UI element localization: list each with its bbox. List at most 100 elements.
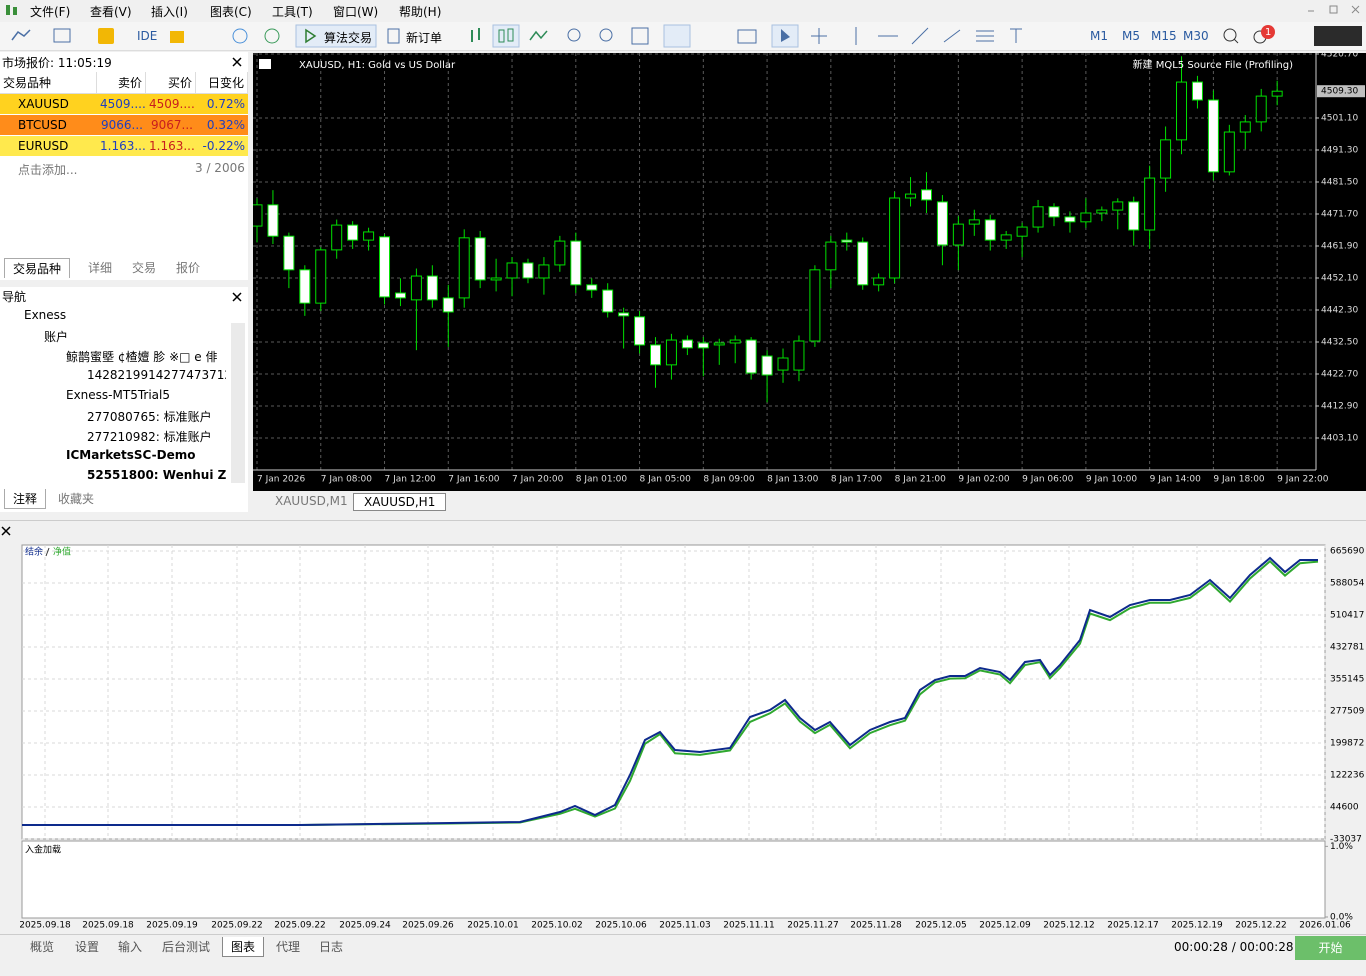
- menu-item[interactable]: 帮助(H): [399, 5, 442, 19]
- y-tick-label: 122236: [1330, 770, 1365, 780]
- timeframe-button[interactable]: M15: [1151, 29, 1177, 43]
- panel-tab[interactable]: 交易品种: [4, 258, 71, 278]
- x-tick-label: 2025.10.06: [595, 921, 647, 931]
- nav-item[interactable]: 277080765: 标准账户: [87, 410, 212, 424]
- column-header[interactable]: 交易品种: [0, 72, 97, 94]
- x-tick-label: 2025.12.17: [1107, 921, 1159, 931]
- nav-item[interactable]: Exness: [24, 308, 67, 322]
- quote-cell[interactable]: 0.72%: [196, 94, 248, 114]
- symbol-count: 3 / 2006: [195, 161, 245, 175]
- quote-cell[interactable]: 0.32%: [196, 115, 248, 135]
- quote-cell[interactable]: -0.22%: [196, 136, 248, 156]
- candle-body: [1112, 201, 1124, 211]
- quote-cell[interactable]: 4509....: [97, 94, 146, 114]
- nav-item[interactable]: ICMarketsSC-Demo: [66, 448, 196, 462]
- nav-item[interactable]: 52551800: Wenhui Zhar: [87, 468, 226, 482]
- quote-cell[interactable]: 4509....: [146, 94, 196, 114]
- close-icon[interactable]: [0, 525, 12, 537]
- candle-body: [1128, 201, 1140, 231]
- panel-tab[interactable]: 详细: [88, 261, 113, 275]
- column-header[interactable]: 日变化: [196, 72, 248, 94]
- quote-cell[interactable]: 9066...: [97, 115, 146, 135]
- candle-body: [650, 344, 661, 366]
- x-tick-label: 2025.11.28: [850, 921, 902, 931]
- candle-body: [968, 219, 980, 225]
- tester-tab[interactable]: 后台测试: [162, 940, 211, 954]
- column-header[interactable]: 卖价: [97, 72, 146, 94]
- window-controls[interactable]: [1300, 2, 1364, 18]
- chart-tab[interactable]: XAUUSD,M1: [275, 494, 348, 508]
- x-tick-label: 8 Jan 01:00: [576, 475, 628, 485]
- panel-tab[interactable]: 注释: [4, 489, 47, 509]
- candle-body: [1016, 226, 1028, 237]
- tester-tab[interactable]: 设置: [75, 940, 100, 954]
- chart-annotation: 新建 MQL5 Source File (Profiling): [1133, 58, 1294, 71]
- menu-item[interactable]: 插入(I): [151, 5, 188, 19]
- panel-tab[interactable]: 报价: [176, 261, 201, 275]
- x-tick-label: 2025.11.27: [787, 921, 839, 931]
- x-tick-label: 2025.09.19: [146, 921, 198, 931]
- timeframe-button[interactable]: M30: [1183, 29, 1209, 43]
- menu-item[interactable]: 查看(V): [90, 5, 132, 19]
- market-watch: 市场报价: 11:05:19 交易品种 卖价 买价 日变化 XAUUSD 4509.... 4…: [0, 52, 248, 280]
- new-order-button[interactable]: 新订单: [406, 31, 443, 45]
- chart-icon: [259, 59, 271, 69]
- tester-tab[interactable]: 图表: [222, 937, 265, 957]
- y-tick-label: 4501.10: [1321, 113, 1358, 123]
- nav-item[interactable]: 14282199142774737120:: [87, 368, 226, 382]
- menu-item[interactable]: 工具(T): [272, 5, 313, 19]
- y-tick-label: 4471.70: [1321, 209, 1358, 219]
- nav-item[interactable]: Exness-MT5Trial5: [66, 388, 170, 402]
- chart-tab[interactable]: XAUUSD,H1: [353, 493, 447, 511]
- nav-item[interactable]: 鲸鹊蜜塈 ¢楂嬗 胗 ※□ e 俳: [66, 350, 218, 364]
- candle-body: [458, 237, 470, 299]
- quote-cell[interactable]: 1.163...: [146, 136, 196, 156]
- quote-cell[interactable]: 9067...: [146, 115, 196, 135]
- candle-body: [825, 241, 837, 271]
- panel-tab[interactable]: 交易: [132, 261, 157, 275]
- candle-body: [697, 342, 709, 349]
- current-price-marker: [1317, 85, 1365, 98]
- nav-item[interactable]: 277210982: 标准账户: [87, 430, 212, 444]
- algo-trading-button[interactable]: 算法交易: [324, 31, 373, 45]
- candle-body: [331, 224, 343, 251]
- nav-item[interactable]: 账户: [44, 330, 69, 344]
- candle-body: [1000, 234, 1012, 241]
- candle-body: [713, 342, 725, 346]
- notification-count[interactable]: 1: [1265, 27, 1272, 38]
- quote-cell[interactable]: XAUUSD: [0, 94, 97, 114]
- candle-body: [1191, 81, 1203, 101]
- start-button[interactable]: 开始: [1295, 936, 1366, 960]
- panel-title: 导航: [2, 290, 27, 304]
- tester-tab[interactable]: 代理: [276, 940, 301, 954]
- quote-cell[interactable]: BTCUSD: [0, 115, 97, 135]
- tester-tab[interactable]: 日志: [319, 940, 344, 954]
- candle-body: [793, 340, 805, 371]
- candle-body: [1223, 131, 1235, 173]
- panel-tab[interactable]: 收藏夹: [58, 492, 95, 506]
- close-icon[interactable]: [231, 56, 243, 68]
- timeframe-button[interactable]: M5: [1122, 29, 1140, 43]
- close-icon[interactable]: [231, 291, 243, 303]
- tester-tab[interactable]: 概览: [30, 940, 55, 954]
- add-symbol[interactable]: 点击添加...: [18, 163, 78, 177]
- menu-item[interactable]: 文件(F): [30, 5, 71, 19]
- menu-item[interactable]: 窗口(W): [333, 5, 379, 19]
- menu-item[interactable]: 图表(C): [210, 5, 252, 19]
- candle-body: [283, 235, 295, 271]
- timeframe-button[interactable]: M1: [1090, 29, 1108, 43]
- candle-body: [1080, 212, 1092, 223]
- legend-separator: [45, 547, 50, 557]
- tester-tab[interactable]: 输入: [118, 940, 143, 954]
- y-tick-label: 4432.50: [1321, 337, 1358, 347]
- column-header[interactable]: 买价: [146, 72, 196, 94]
- ide-button[interactable]: IDE: [137, 29, 158, 43]
- candle-body: [442, 297, 454, 313]
- quote-cell[interactable]: EURUSD: [0, 136, 97, 156]
- scrollbar[interactable]: [231, 323, 245, 483]
- x-tick-label: 2025.09.26: [402, 921, 454, 931]
- candle-body: [920, 189, 932, 201]
- x-tick-label: 2025.11.11: [723, 921, 775, 931]
- quote-cell[interactable]: 1.163...: [97, 136, 146, 156]
- current-price-label: 4509.30: [1321, 87, 1358, 97]
